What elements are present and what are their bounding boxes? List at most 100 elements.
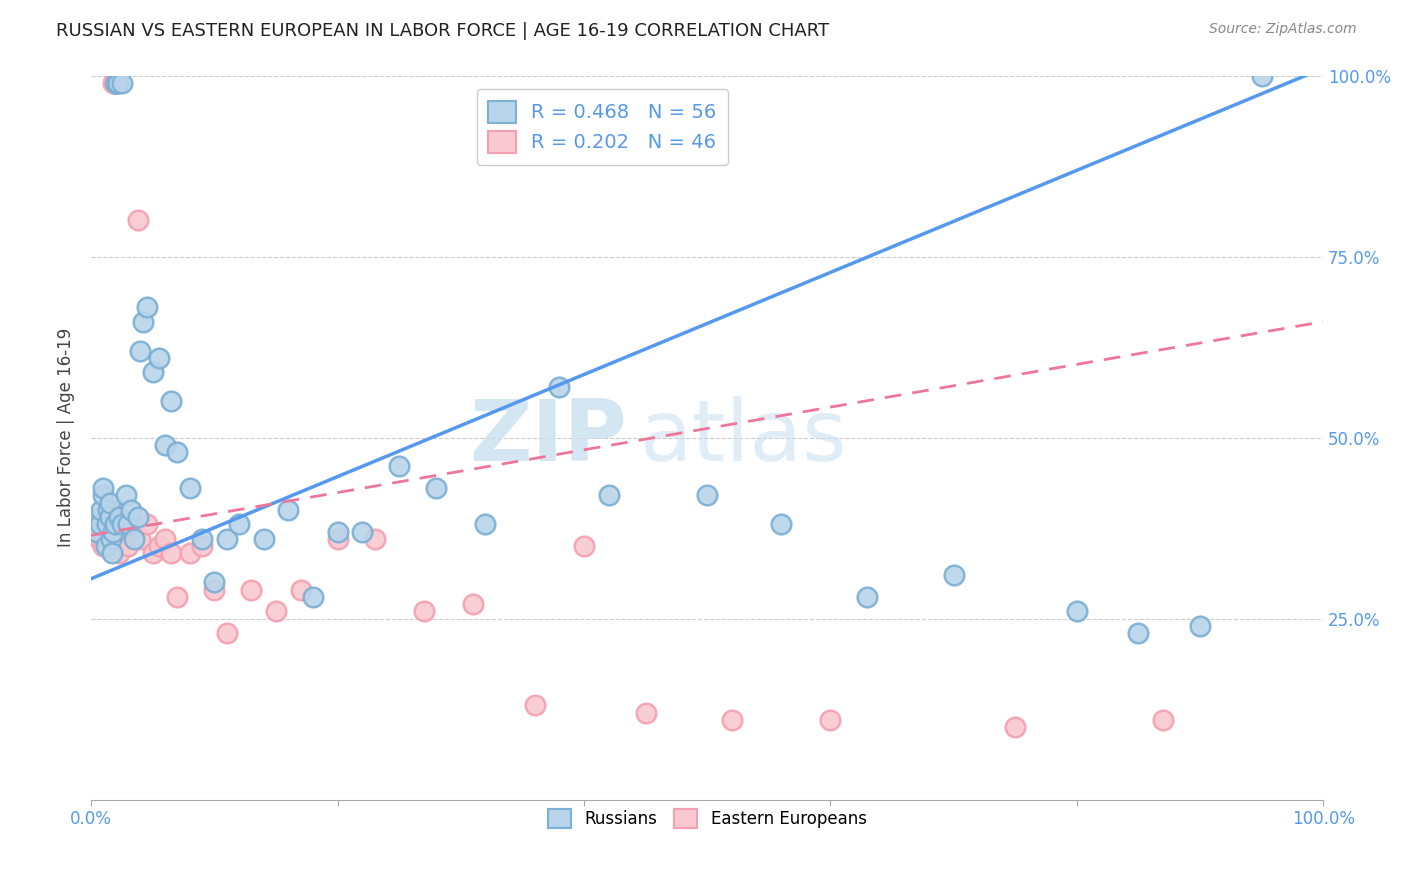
Point: [90, 510, 112, 524]
Point: [148, 539, 170, 553]
Point: [103, 524, 125, 539]
Point: [127, 213, 149, 227]
Point: [942, 568, 965, 582]
Point: [202, 575, 225, 590]
Point: [89, 517, 111, 532]
Point: [215, 532, 238, 546]
Point: [114, 532, 136, 546]
Point: [97, 503, 120, 517]
Point: [191, 539, 214, 553]
Point: [122, 532, 145, 546]
Point: [93, 539, 115, 553]
Point: [412, 604, 434, 618]
Point: [86, 517, 108, 532]
Point: [1066, 604, 1088, 618]
Point: [191, 532, 214, 546]
Point: [153, 532, 176, 546]
Point: [111, 517, 134, 532]
Point: [326, 532, 349, 546]
Point: [122, 517, 145, 532]
Point: [96, 532, 118, 546]
Point: [264, 604, 287, 618]
Point: [129, 343, 152, 358]
Point: [696, 488, 718, 502]
Point: [98, 510, 121, 524]
Point: [104, 76, 127, 90]
Point: [166, 590, 188, 604]
Point: [228, 517, 250, 532]
Point: [104, 76, 127, 90]
Point: [277, 503, 299, 517]
Point: [215, 626, 238, 640]
Point: [100, 532, 122, 546]
Point: [598, 488, 620, 502]
Point: [240, 582, 263, 597]
Point: [548, 380, 571, 394]
Text: RUSSIAN VS EASTERN EUROPEAN IN LABOR FORCE | AGE 16-19 CORRELATION CHART: RUSSIAN VS EASTERN EUROPEAN IN LABOR FOR…: [56, 22, 830, 40]
Point: [1188, 619, 1211, 633]
Point: [179, 546, 201, 560]
Point: [114, 488, 136, 502]
Point: [1250, 69, 1272, 83]
Point: [474, 517, 496, 532]
Point: [117, 539, 139, 553]
Point: [129, 532, 152, 546]
Point: [120, 503, 142, 517]
Point: [96, 517, 118, 532]
Text: Source: ZipAtlas.com: Source: ZipAtlas.com: [1209, 22, 1357, 37]
Point: [820, 713, 842, 727]
Point: [94, 517, 117, 532]
Point: [253, 532, 276, 546]
Point: [179, 481, 201, 495]
Point: [117, 517, 139, 532]
Point: [98, 496, 121, 510]
Point: [720, 713, 742, 727]
Point: [770, 517, 793, 532]
Point: [93, 488, 115, 502]
Point: [98, 510, 121, 524]
Text: atlas: atlas: [640, 396, 848, 479]
Point: [98, 503, 121, 517]
Point: [93, 481, 115, 495]
Point: [142, 546, 165, 560]
Text: ZIP: ZIP: [470, 396, 627, 479]
Point: [127, 510, 149, 524]
Point: [352, 524, 374, 539]
Point: [108, 546, 131, 560]
Point: [107, 76, 129, 90]
Point: [93, 524, 115, 539]
Point: [461, 597, 484, 611]
Point: [153, 438, 176, 452]
Point: [100, 524, 122, 539]
Point: [104, 76, 127, 90]
Point: [103, 76, 125, 90]
Point: [103, 517, 125, 532]
Point: [1004, 720, 1026, 734]
Point: [111, 76, 134, 90]
Point: [302, 590, 325, 604]
Point: [90, 503, 112, 517]
Point: [86, 524, 108, 539]
Point: [142, 365, 165, 379]
Point: [572, 539, 595, 553]
Point: [107, 532, 129, 546]
Point: [1152, 713, 1174, 727]
Point: [135, 300, 157, 314]
Point: [108, 510, 131, 524]
Point: [148, 351, 170, 365]
Point: [101, 546, 124, 560]
Point: [856, 590, 879, 604]
Point: [135, 517, 157, 532]
Point: [94, 539, 117, 553]
Point: [326, 524, 349, 539]
Point: [363, 532, 385, 546]
Point: [1128, 626, 1150, 640]
Point: [166, 445, 188, 459]
Point: [634, 706, 657, 720]
Point: [160, 394, 183, 409]
Point: [111, 517, 134, 532]
Y-axis label: In Labor Force | Age 16-19: In Labor Force | Age 16-19: [58, 328, 75, 547]
Point: [160, 546, 183, 560]
Point: [523, 698, 546, 713]
Legend: Russians, Eastern Europeans: Russians, Eastern Europeans: [541, 802, 873, 835]
